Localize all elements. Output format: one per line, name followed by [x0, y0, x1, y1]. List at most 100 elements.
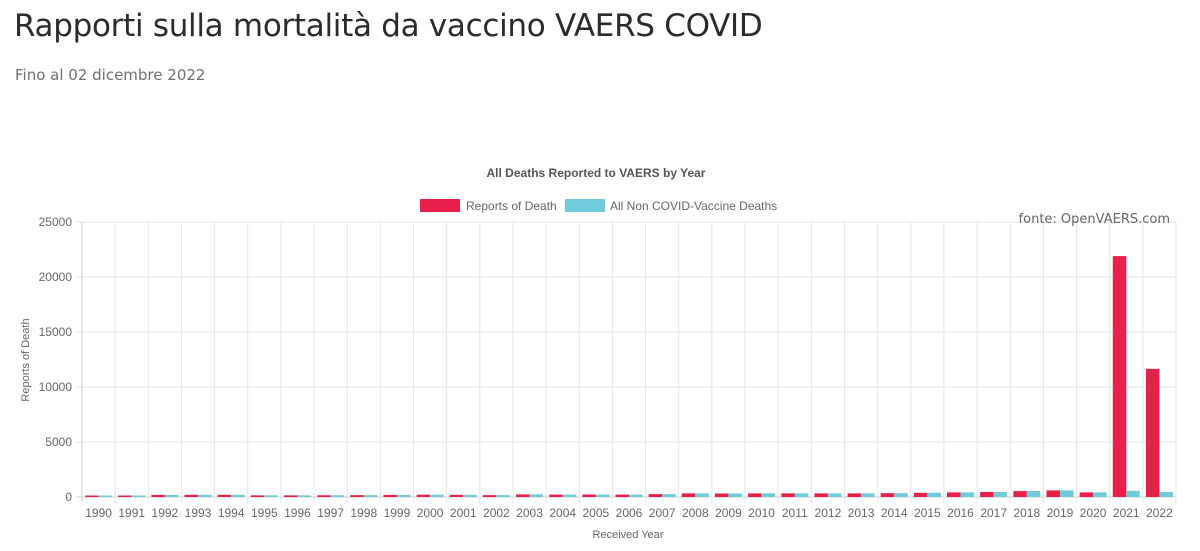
bar-reports-of-death-2012[interactable] — [814, 493, 828, 497]
bar-reports-of-death-2011[interactable] — [781, 493, 795, 497]
bar-reports-of-death-2018[interactable] — [1013, 491, 1027, 497]
bar-reports-of-death-1995[interactable] — [250, 495, 265, 497]
x-tick-label: 2015 — [914, 506, 941, 520]
bar-reports-of-death-1994[interactable] — [217, 494, 232, 497]
x-tick-label: 2014 — [881, 506, 908, 520]
x-tick-label: 2017 — [980, 506, 1007, 520]
x-tick-label: 2009 — [715, 506, 742, 520]
bar-non-covid-deaths-2014[interactable] — [894, 493, 908, 497]
bar-reports-of-death-2005[interactable] — [582, 494, 596, 497]
x-tick-label: 2016 — [947, 506, 974, 520]
y-tick-label: 0 — [65, 490, 72, 504]
x-tick-label: 2003 — [516, 506, 543, 520]
x-tick-label: 2006 — [616, 506, 643, 520]
bar-non-covid-deaths-2003[interactable] — [529, 494, 544, 497]
bar-non-covid-deaths-1995[interactable] — [264, 495, 278, 497]
bar-reports-of-death-2000[interactable] — [416, 494, 431, 497]
bar-reports-of-death-2007[interactable] — [648, 494, 663, 497]
bar-non-covid-deaths-1996[interactable] — [297, 495, 311, 497]
y-axis-ticks: 0 5000 10000 15000 20000 25000 — [39, 215, 73, 504]
bar-non-covid-deaths-2005[interactable] — [595, 494, 610, 497]
bar-non-covid-deaths-1990[interactable] — [98, 495, 113, 498]
x-tick-label: 1995 — [251, 506, 278, 520]
bar-reports-of-death-2016[interactable] — [947, 492, 961, 497]
bar-non-covid-deaths-1998[interactable] — [363, 495, 378, 497]
bar-non-covid-deaths-2016[interactable] — [960, 492, 975, 497]
bar-non-covid-deaths-1992[interactable] — [164, 494, 179, 497]
x-tick-label: 1997 — [317, 506, 344, 520]
chart-title: All Deaths Reported to VAERS by Year — [487, 166, 706, 180]
bar-non-covid-deaths-2019[interactable] — [1059, 490, 1074, 497]
bar-reports-of-death-1993[interactable] — [184, 494, 199, 497]
bar-non-covid-deaths-2011[interactable] — [794, 493, 809, 497]
bar-non-covid-deaths-2002[interactable] — [496, 495, 510, 497]
bar-reports-of-death-1999[interactable] — [383, 494, 397, 497]
bar-non-covid-deaths-2004[interactable] — [562, 494, 577, 497]
x-tick-label: 2021 — [1113, 506, 1140, 520]
bar-non-covid-deaths-2000[interactable] — [430, 494, 444, 497]
x-tick-label: 2013 — [848, 506, 875, 520]
x-tick-label: 1991 — [118, 506, 145, 520]
bar-non-covid-deaths-2013[interactable] — [861, 493, 875, 497]
legend-item-non-covid-deaths[interactable]: All Non COVID-Vaccine Deaths — [565, 199, 777, 213]
bar-non-covid-deaths-1993[interactable] — [198, 494, 212, 497]
legend-swatch-non-covid-deaths — [565, 199, 605, 212]
bar-reports-of-death-1992[interactable] — [151, 494, 165, 497]
bar-non-covid-deaths-2021[interactable] — [1126, 490, 1140, 497]
bar-non-covid-deaths-1991[interactable] — [131, 495, 146, 498]
x-tick-label: 2022 — [1146, 506, 1173, 520]
bar-reports-of-death-2010[interactable] — [748, 493, 762, 497]
bar-non-covid-deaths-2018[interactable] — [1026, 491, 1041, 497]
bar-non-covid-deaths-2007[interactable] — [662, 494, 676, 497]
bar-non-covid-deaths-2010[interactable] — [761, 493, 776, 497]
bar-reports-of-death-1998[interactable] — [350, 495, 364, 497]
x-tick-label: 2008 — [682, 506, 709, 520]
x-axis-ticks: 1990 1991 1992 1993 1994 1995 1996 1997 1998 1999… — [85, 506, 1173, 520]
bar-non-covid-deaths-2009[interactable] — [728, 493, 742, 497]
bar-reports-of-death-2019[interactable] — [1046, 490, 1060, 497]
x-tick-label: 2005 — [582, 506, 609, 520]
bar-reports-of-death-2002[interactable] — [482, 495, 497, 497]
x-tick-label: 1998 — [350, 506, 377, 520]
bar-reports-of-death-2008[interactable] — [681, 493, 696, 497]
legend-label-reports-of-death: Reports of Death — [466, 199, 557, 213]
bar-reports-of-death-2014[interactable] — [880, 493, 895, 497]
bar-reports-of-death-1991[interactable] — [118, 495, 132, 498]
bar-non-covid-deaths-2008[interactable] — [695, 493, 709, 497]
bar-reports-of-death-1996[interactable] — [283, 495, 298, 497]
bar-non-covid-deaths-1999[interactable] — [396, 494, 411, 497]
x-tick-label: 1996 — [284, 506, 311, 520]
bar-non-covid-deaths-1997[interactable] — [330, 495, 345, 497]
x-tick-label: 2002 — [483, 506, 510, 520]
bar-non-covid-deaths-2015[interactable] — [927, 492, 941, 497]
bar-reports-of-death-2004[interactable] — [549, 494, 563, 497]
y-axis-label: Reports of Death — [20, 318, 32, 401]
bar-non-covid-deaths-2022[interactable] — [1159, 491, 1173, 497]
x-axis-label: Received Year — [593, 529, 664, 541]
x-tick-label: 1990 — [85, 506, 112, 520]
bar-reports-of-death-2001[interactable] — [449, 494, 464, 497]
bar-reports-of-death-2022[interactable] — [1145, 368, 1160, 497]
bar-reports-of-death-1997[interactable] — [317, 495, 331, 497]
bar-reports-of-death-1990[interactable] — [85, 495, 99, 498]
bar-non-covid-deaths-2012[interactable] — [827, 493, 842, 497]
x-tick-label: 2020 — [1080, 506, 1107, 520]
bar-reports-of-death-2017[interactable] — [980, 491, 994, 497]
bar-reports-of-death-2009[interactable] — [714, 493, 729, 497]
bar-reports-of-death-2015[interactable] — [913, 492, 928, 497]
bar-non-covid-deaths-2001[interactable] — [463, 494, 477, 497]
bar-reports-of-death-2020[interactable] — [1079, 492, 1094, 497]
bar-reports-of-death-2021[interactable] — [1112, 256, 1127, 497]
bar-reports-of-death-2013[interactable] — [847, 493, 862, 497]
bar-non-covid-deaths-2017[interactable] — [993, 491, 1008, 497]
page-title: Rapporti sulla mortalità da vaccino VAER… — [14, 8, 763, 44]
x-tick-label: 1999 — [384, 506, 411, 520]
bar-reports-of-death-2006[interactable] — [615, 494, 630, 497]
bar-reports-of-death-2003[interactable] — [516, 494, 530, 497]
bar-non-covid-deaths-2006[interactable] — [629, 494, 643, 497]
bar-non-covid-deaths-2020[interactable] — [1093, 492, 1107, 497]
legend-item-reports-of-death[interactable]: Reports of Death — [420, 199, 557, 213]
bar-non-covid-deaths-1994[interactable] — [231, 494, 245, 497]
legend-swatch-reports-of-death — [420, 199, 460, 212]
